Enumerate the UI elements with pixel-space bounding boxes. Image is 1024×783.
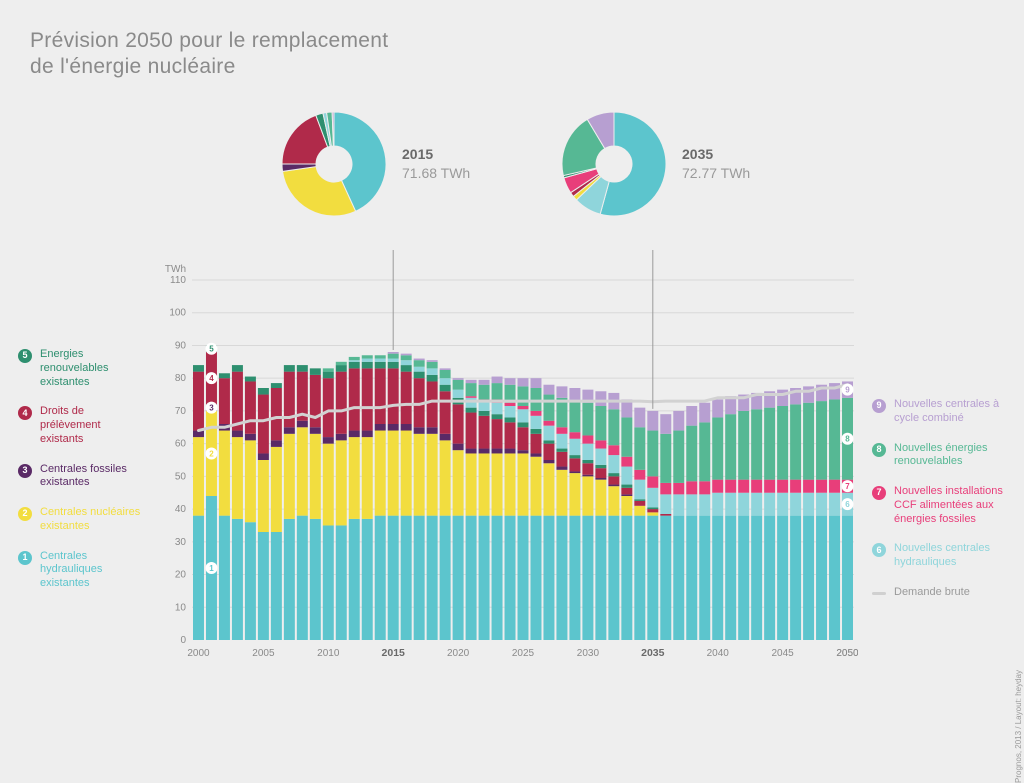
- donut-area: 2015 71.68 TWh 2035 72.77 TWh: [260, 110, 820, 255]
- svg-text:2025: 2025: [512, 648, 535, 659]
- legend-badge-6: 6: [872, 543, 886, 557]
- svg-text:30: 30: [175, 537, 187, 548]
- legend-badge-4: 4: [18, 406, 32, 420]
- svg-text:2045: 2045: [771, 648, 794, 659]
- svg-text:10: 10: [175, 602, 187, 613]
- legend-badge-9: 9: [872, 399, 886, 413]
- svg-text:2040: 2040: [707, 648, 730, 659]
- credit-text: Prognos, 2013 / Layout: heyday: [1014, 670, 1023, 783]
- legend-right: 9 Nouvelles centrales à cycle combiné 8 …: [872, 398, 1012, 616]
- svg-text:70: 70: [175, 406, 187, 417]
- legend-label-4: Droits de prélèvement existants: [40, 405, 143, 446]
- svg-text:9: 9: [845, 386, 850, 395]
- legend-badge-2: 2: [18, 507, 32, 521]
- svg-text:2015: 2015: [382, 647, 406, 659]
- chart-svg: 0102030405060708090100110TWh200020052010…: [152, 250, 858, 680]
- svg-text:6: 6: [845, 500, 850, 509]
- stacked-bar-chart: 0102030405060708090100110TWh200020052010…: [152, 250, 858, 670]
- legend-label-demand: Demande brute: [894, 586, 1012, 600]
- svg-text:50: 50: [175, 471, 187, 482]
- donut-value-2035: 72.77 TWh: [682, 164, 750, 183]
- legend-item-demand: Demande brute: [872, 586, 1012, 600]
- svg-text:8: 8: [845, 435, 850, 444]
- donut-2015: [280, 110, 388, 218]
- legend-item-5: 5 Energies renouvelables existantes: [18, 348, 143, 389]
- svg-text:1: 1: [209, 564, 214, 573]
- svg-text:2050: 2050: [836, 648, 858, 659]
- donut-label-2035: 2035 72.77 TWh: [682, 145, 750, 183]
- svg-text:2005: 2005: [252, 648, 275, 659]
- legend-label-3: Centrales fossiles existantes: [40, 463, 143, 491]
- legend-item-2: 2 Centrales nucléaires existantes: [18, 506, 143, 534]
- demand-swatch: [872, 592, 886, 595]
- title-line2: de l'énergie nucléaire: [30, 55, 236, 78]
- svg-text:60: 60: [175, 439, 187, 450]
- legend-item-6: 6 Nouvelles centrales hydrauliques: [872, 542, 1012, 570]
- legend-label-9: Nouvelles centrales à cycle combiné: [894, 398, 1012, 426]
- legend-item-7: 7 Nouvelles installations CCF alimentées…: [872, 485, 1012, 526]
- svg-text:90: 90: [175, 340, 187, 351]
- donut-block-2015: 2015 71.68 TWh: [280, 110, 470, 218]
- svg-text:0: 0: [180, 635, 186, 646]
- title-line1: Prévision 2050 pour le remplacement: [30, 29, 388, 52]
- legend-item-1: 1 Centrales hydrauliques existantes: [18, 550, 143, 591]
- svg-text:2: 2: [209, 449, 214, 458]
- legend-label-5: Energies renouvelables existantes: [40, 348, 143, 389]
- legend-item-8: 8 Nouvelles énergies renouvelables: [872, 442, 1012, 470]
- svg-text:2020: 2020: [447, 648, 470, 659]
- svg-text:2035: 2035: [641, 647, 665, 659]
- legend-label-7: Nouvelles installations CCF alimentées a…: [894, 485, 1012, 526]
- donut-value-2015: 71.68 TWh: [402, 164, 470, 183]
- svg-text:7: 7: [845, 482, 850, 491]
- svg-text:20: 20: [175, 570, 187, 581]
- donut-2035: [560, 110, 668, 218]
- svg-text:2000: 2000: [187, 648, 210, 659]
- legend-badge-7: 7: [872, 486, 886, 500]
- legend-item-9: 9 Nouvelles centrales à cycle combiné: [872, 398, 1012, 426]
- svg-text:2030: 2030: [577, 648, 600, 659]
- legend-label-2: Centrales nucléaires existantes: [40, 506, 143, 534]
- legend-badge-8: 8: [872, 443, 886, 457]
- chart-title: Prévision 2050 pour le remplacement de l…: [30, 28, 388, 81]
- svg-text:2010: 2010: [317, 648, 340, 659]
- svg-text:5: 5: [209, 345, 214, 354]
- legend-badge-1: 1: [18, 551, 32, 565]
- donut-block-2035: 2035 72.77 TWh: [560, 110, 750, 218]
- legend-badge-5: 5: [18, 349, 32, 363]
- donut-year-2035: 2035: [682, 145, 750, 164]
- svg-text:4: 4: [209, 374, 214, 383]
- legend-label-1: Centrales hydrauliques existantes: [40, 550, 143, 591]
- svg-text:110: 110: [170, 275, 186, 286]
- svg-text:100: 100: [169, 308, 186, 319]
- legend-item-4: 4 Droits de prélèvement existants: [18, 405, 143, 446]
- legend-item-3: 3 Centrales fossiles existantes: [18, 463, 143, 491]
- legend-left: 5 Energies renouvelables existantes 4 Dr…: [18, 348, 143, 607]
- donut-year-2015: 2015: [402, 145, 470, 164]
- svg-text:80: 80: [175, 373, 187, 384]
- legend-badge-3: 3: [18, 464, 32, 478]
- svg-text:40: 40: [175, 504, 187, 515]
- svg-text:3: 3: [209, 404, 214, 413]
- svg-text:TWh: TWh: [165, 264, 186, 275]
- legend-label-6: Nouvelles centrales hydrauliques: [894, 542, 1012, 570]
- legend-label-8: Nouvelles énergies renouvelables: [894, 442, 1012, 470]
- donut-label-2015: 2015 71.68 TWh: [402, 145, 470, 183]
